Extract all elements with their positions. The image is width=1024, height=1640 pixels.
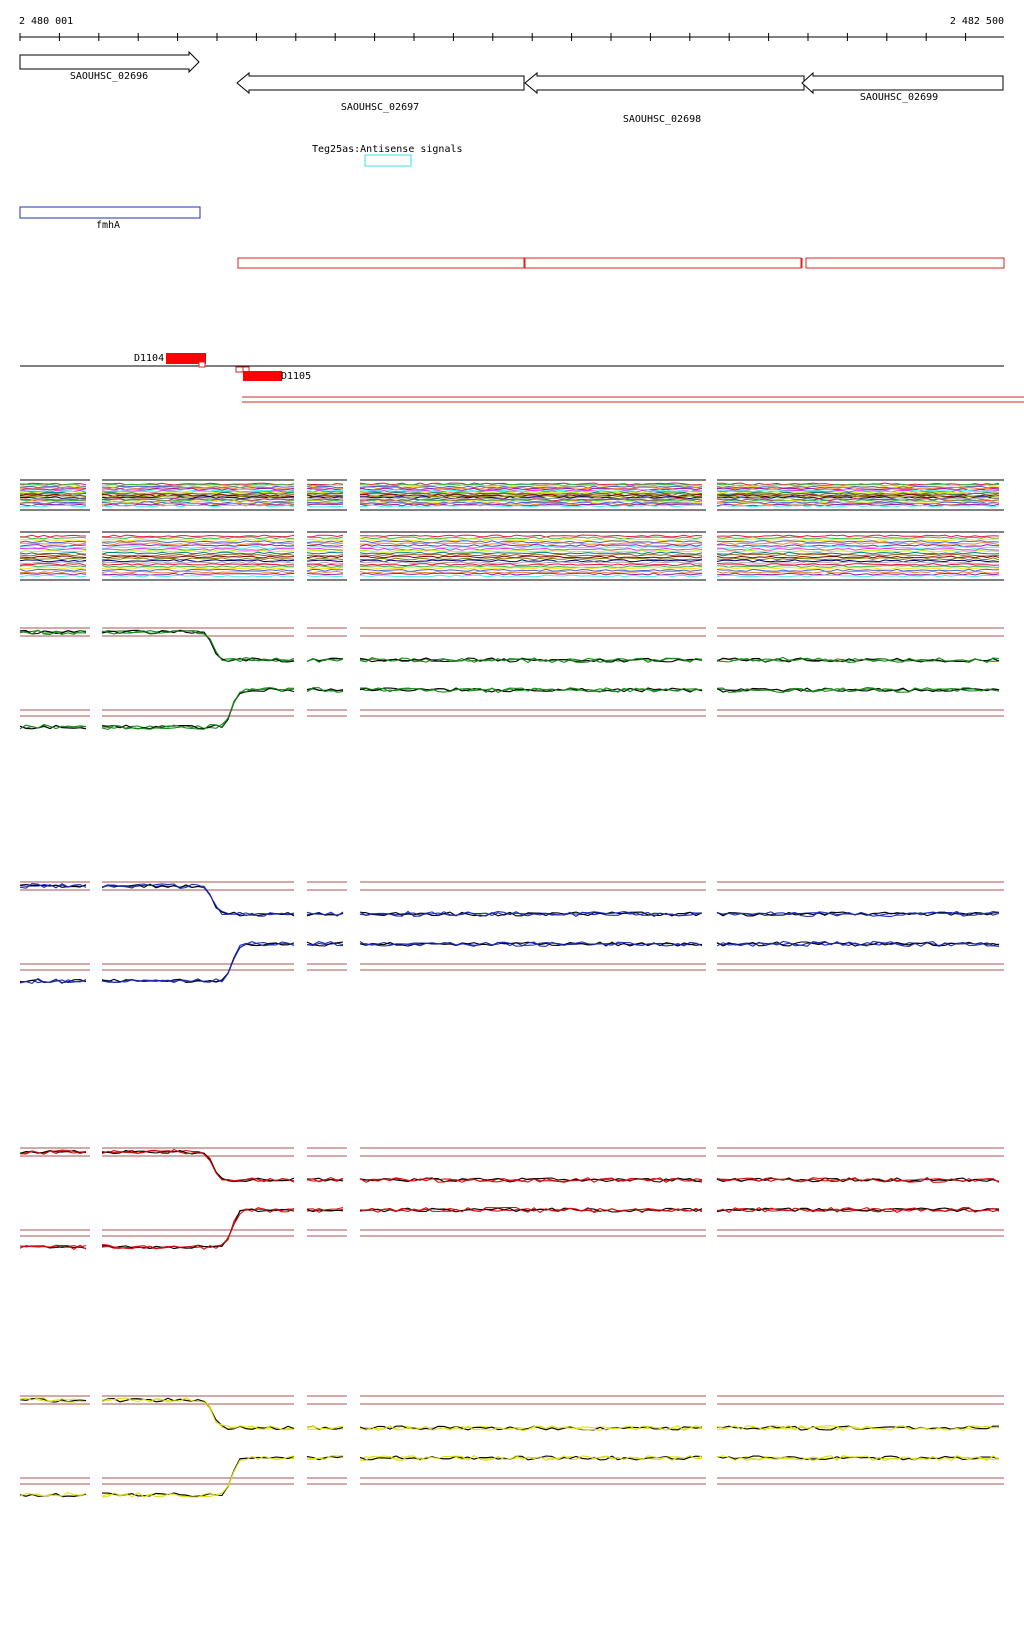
transcript-track [237,257,1005,269]
gene-arrow-saouhsc-02699[interactable] [801,71,1004,95]
replicate-panel-yellow [19,1395,1004,1498]
coordinate-ruler [19,33,1004,41]
transcript-box-1[interactable] [237,257,525,269]
antisense-signal-box[interactable] [364,154,412,167]
multicolor-track-bottom [19,531,1004,581]
fmha-annotation-box[interactable] [19,206,201,219]
block-d1105-label: D1105 [281,371,311,382]
block-d1104-label: D1104 [134,353,164,364]
ruler-end-label: 2 482 500 [950,16,1004,27]
replicate-panel-green [19,627,1004,730]
gene-arrow-saouhsc-02698[interactable] [524,71,805,95]
gene-label-saouhsc-02697: SAOUHSC_02697 [341,102,419,113]
fmha-annotation-label: fmhA [96,220,120,231]
gene-label-saouhsc-02699: SAOUHSC_02699 [860,92,938,103]
gene-arrow-saouhsc-02696[interactable] [19,50,200,74]
ruler-start-label: 2 480 001 [19,16,73,27]
gene-arrow-saouhsc-02697[interactable] [236,71,525,95]
multicolor-track-top [19,479,1004,511]
transcript-box-3[interactable] [805,257,1005,269]
expression-tracks [19,479,1004,1498]
gene-label-saouhsc-02696: SAOUHSC_02696 [70,71,148,82]
block-d1104[interactable] [166,353,206,364]
replicate-panel-red [19,1147,1004,1251]
segment-track: D1104 D1105 [20,353,1024,403]
replicate-panel-blue [19,881,1004,985]
gene-label-saouhsc-02698: SAOUHSC_02698 [623,114,701,125]
antisense-signal-label: Teg25as:Antisense signals [312,144,463,155]
transcript-box-2[interactable] [524,257,802,269]
block-d1105[interactable] [243,371,282,381]
